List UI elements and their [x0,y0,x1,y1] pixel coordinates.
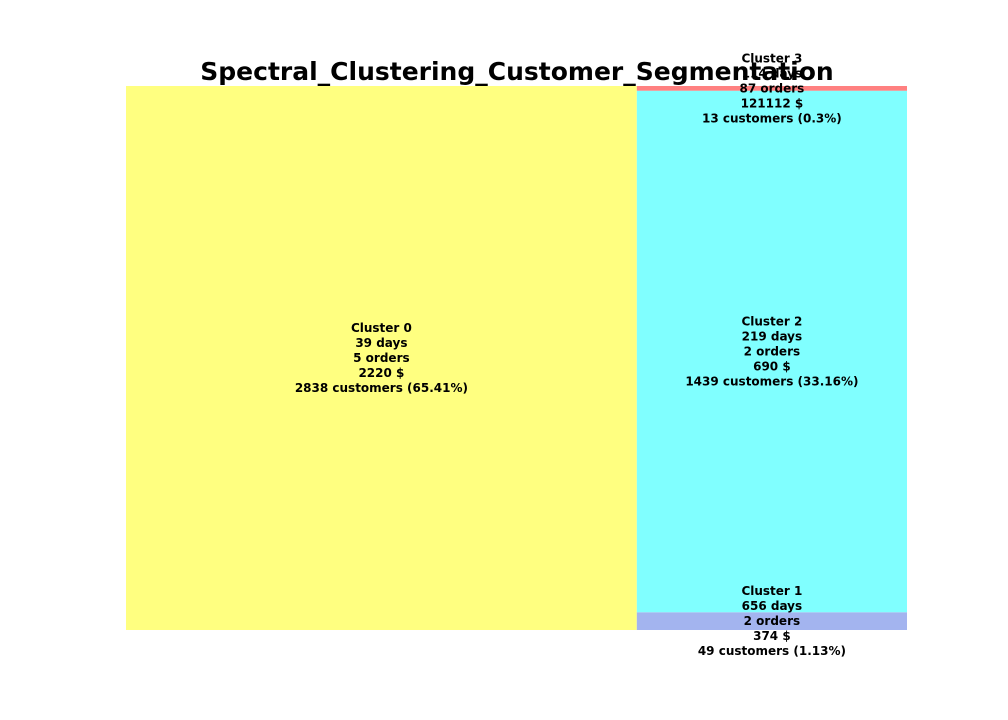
treemap-labels: Cluster 0 39 days 5 orders 2220 $2838 custo… [295,51,859,658]
label-line-name: Cluster 0 [351,321,412,335]
label-line-customers: 49 customers (1.13%) [698,644,846,658]
chart-title: Spectral_Clustering_Customer_Segmentatio… [200,57,833,86]
label-line-customers: 2838 customers (65.41%) [295,381,468,395]
treemap-label-cluster-3: Cluster 3 114 days 87 orders 121112 $13 cus… [702,51,842,125]
label-line-customers: 1439 customers (33.16%) [685,374,858,388]
label-line-orders: 5 orders [353,351,409,365]
label-line-amount: 121112 $ [741,96,804,110]
label-line-name: Cluster 2 [741,314,802,328]
label-line-days: 219 days [742,329,803,343]
label-line-days: 656 days [742,599,803,613]
label-line-name: Cluster 1 [741,584,802,598]
treemap-tile-cluster-3 [636,86,907,91]
label-line-orders: 2 orders [744,344,800,358]
label-line-days: 39 days [355,336,407,350]
treemap-tile-cluster-0 [126,86,637,630]
treemap-label-cluster-2: Cluster 2 219 days 2 orders 690 $1439 custo… [685,314,858,388]
treemap-tile-cluster-1 [636,612,907,630]
label-line-amount: 690 $ [753,359,791,373]
treemap-label-cluster-1: Cluster 1 656 days 2 orders 374 $49 custome… [698,584,846,658]
label-line-amount: 2220 $ [358,366,404,380]
label-line-orders: 87 orders [739,81,804,95]
label-line-orders: 2 orders [744,614,800,628]
label-line-name: Cluster 3 [741,51,802,65]
label-line-amount: 374 $ [753,629,791,643]
treemap-tile-cluster-2 [636,90,907,613]
label-line-days: 114 days [742,66,803,80]
treemap-label-cluster-0: Cluster 0 39 days 5 orders 2220 $2838 custo… [295,321,468,395]
treemap-rects [126,86,907,630]
label-line-customers: 13 customers (0.3%) [702,111,842,125]
